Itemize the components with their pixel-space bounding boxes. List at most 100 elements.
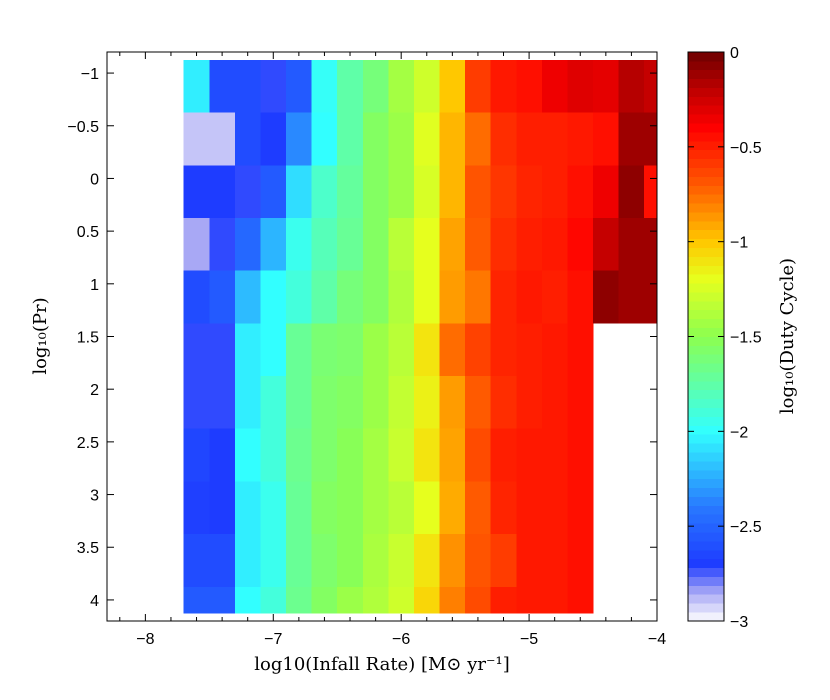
heatmap-cell [209,560,236,588]
colorbar-step [688,558,724,569]
heatmap-cell [234,86,261,113]
heatmap-cell [439,191,466,219]
heatmap-cell [286,191,313,219]
heatmap-cell [541,165,568,193]
y-tick-label: 3.5 [77,540,99,557]
heatmap-cell [490,191,517,219]
heatmap-cell [439,244,466,272]
heatmap-cell [439,586,466,614]
heatmap-cell [311,244,338,272]
colorbar-step [688,549,724,560]
heatmap-cell [567,112,594,140]
colorbar-step [688,327,724,337]
heatmap-cell [362,191,389,219]
heatmap-cell [567,481,594,509]
heatmap-cell [234,428,261,456]
heatmap-cell [286,534,313,561]
heatmap-cell [260,455,287,482]
heatmap-cell [234,165,261,193]
heatmap-cell [541,534,568,561]
heatmap-cell [439,86,466,113]
heatmap-cell [183,59,210,87]
colorbar-step [688,434,724,444]
heatmap-cell [260,349,287,377]
heatmap-cell [234,112,261,140]
colorbar-step [688,149,724,160]
heatmap-cell [541,59,568,87]
colorbar-step [688,60,724,71]
colorbar-step [688,407,724,417]
y-tick-label: 1.5 [77,330,99,347]
heatmap-cell [541,428,568,456]
heatmap-cell [413,191,440,219]
heatmap-cell [439,534,466,561]
heatmap-cell [618,270,645,298]
colorbar-step [688,220,724,231]
heatmap-cell [490,217,517,245]
colorbar-step [688,452,724,462]
heatmap-cell [286,244,313,272]
heatmap-cell [490,534,517,561]
colorbar-step [688,176,724,186]
heatmap-cell [286,59,313,87]
heatmap-cell [337,323,364,351]
x-tick-label: −5 [520,631,538,648]
heatmap-cell [644,296,658,324]
heatmap-cell [644,191,658,219]
colorbar-step [688,345,724,355]
heatmap-cell [593,59,620,87]
heatmap-cell [209,191,236,219]
heatmap-cell [209,376,236,403]
colorbar-step [688,96,724,106]
heatmap-cell [516,428,543,456]
heatmap-cell [516,191,543,219]
heatmap-cell [541,86,568,113]
heatmap-cell [337,402,364,430]
heatmap-cell [541,138,568,166]
heatmap-cell [362,86,389,113]
heatmap-cell [516,112,543,140]
colorbar-step [688,478,724,489]
heatmap-cell [311,402,338,430]
heatmap-cell [388,296,415,324]
heatmap-cell [618,86,645,113]
heatmap-cell [337,138,364,166]
colorbar-step [688,132,724,142]
heatmap-cell [183,138,210,166]
heatmap-cell [388,270,415,298]
heatmap-cell [567,507,594,535]
heatmap-cell [490,586,517,614]
heatmap-cell [388,586,415,614]
heatmap-cell [362,376,389,403]
heatmap-cell [209,481,236,509]
y-tick-label: 0.5 [77,224,99,241]
heatmap-cell [465,86,492,113]
heatmap-cell [593,217,620,245]
heatmap-cell [362,402,389,430]
heatmap-cell [286,507,313,535]
heatmap-cell [490,560,517,588]
heatmap-cell [516,586,543,614]
heatmap-cell [260,428,287,456]
heatmap-cell [465,481,492,509]
heatmap-cell [439,296,466,324]
heatmap-cell [465,191,492,219]
colorbar-step [688,247,724,257]
heatmap-cell [234,376,261,403]
heatmap-cell [209,112,236,140]
colorbar-step [688,487,724,497]
heatmap-cell [567,349,594,377]
heatmap-cell [413,270,440,298]
heatmap-cell [234,586,261,614]
heatmap-cell [490,165,517,193]
heatmap-cell [260,560,287,588]
heatmap-cell [516,270,543,298]
heatmap-cell [209,59,236,87]
heatmap-cell [490,138,517,166]
heatmap-cell [465,560,492,588]
heatmap-cell [311,191,338,219]
heatmap-cell [439,402,466,430]
heatmap-cell [311,428,338,456]
heatmap-cell [388,138,415,166]
